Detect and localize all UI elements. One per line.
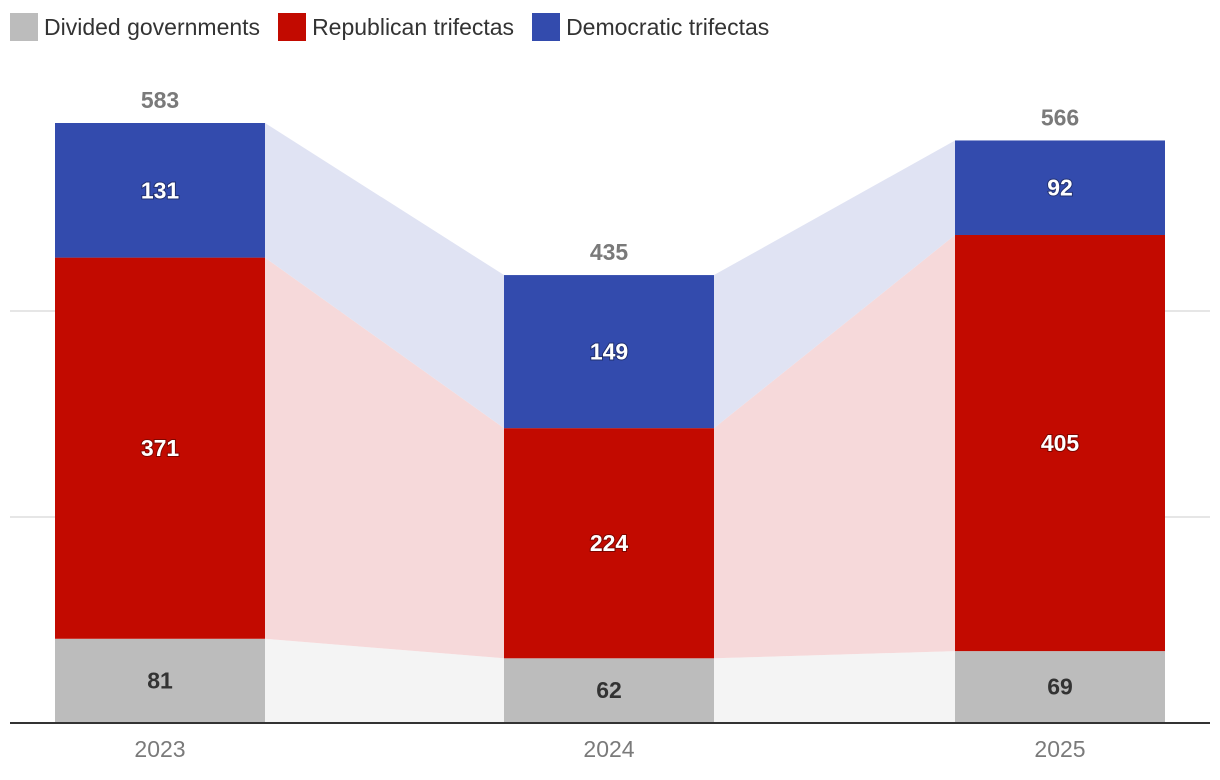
legend-swatch-republican bbox=[278, 13, 307, 41]
connector-band-republican-trifectas-1 bbox=[714, 234, 955, 659]
bar-segment-divided-governments-2025 bbox=[955, 651, 1165, 722]
data-label-divided-governments-2024: 62 bbox=[596, 677, 622, 703]
legend-swatch-divided bbox=[10, 13, 38, 41]
total-label-2025: 566 bbox=[1041, 104, 1079, 130]
bar-segment-republican-trifectas-2025 bbox=[955, 234, 1165, 652]
legend-label-divided: Divided governments bbox=[44, 13, 261, 40]
data-label-republican-trifectas-2025: 405 bbox=[1041, 430, 1080, 456]
connector-band-divided-governments-0 bbox=[265, 638, 504, 722]
data-label-divided-governments-2025: 69 bbox=[1047, 674, 1073, 700]
data-label-democratic-trifectas-2023: 131 bbox=[141, 177, 180, 203]
bar-segment-divided-governments-2024 bbox=[504, 658, 714, 722]
legend-item-democratic: Democratic trifectas bbox=[532, 13, 769, 41]
legend-item-republican: Republican trifectas bbox=[278, 13, 514, 41]
bar-segment-democratic-trifectas-2024 bbox=[504, 275, 714, 429]
bar-segment-republican-trifectas-2023 bbox=[55, 257, 265, 639]
legend: Divided governments Republican trifectas… bbox=[10, 13, 769, 41]
data-label-republican-trifectas-2024: 224 bbox=[590, 530, 629, 556]
total-label-2024: 435 bbox=[590, 239, 629, 265]
data-label-divided-governments-2023: 81 bbox=[147, 667, 173, 693]
total-label-2023: 583 bbox=[141, 87, 179, 113]
legend-label-republican: Republican trifectas bbox=[312, 13, 515, 40]
bar-segment-republican-trifectas-2024 bbox=[504, 428, 714, 659]
bar-segment-democratic-trifectas-2025 bbox=[955, 140, 1165, 235]
connector-band-democratic-trifectas-0 bbox=[265, 123, 504, 429]
x-tick-label-2023: 2023 bbox=[134, 736, 185, 762]
x-tick-label-2025: 2025 bbox=[1034, 736, 1085, 762]
connector-band-divided-governments-1 bbox=[714, 651, 955, 722]
bar-segment-divided-governments-2023 bbox=[55, 638, 265, 722]
data-label-democratic-trifectas-2024: 149 bbox=[590, 339, 628, 365]
data-label-democratic-trifectas-2025: 92 bbox=[1047, 175, 1073, 201]
data-label-republican-trifectas-2023: 371 bbox=[141, 435, 180, 461]
legend-label-democratic: Democratic trifectas bbox=[566, 13, 770, 40]
connector-band-democratic-trifectas-1 bbox=[714, 140, 955, 429]
legend-swatch-democratic bbox=[532, 13, 561, 41]
connector-band-republican-trifectas-0 bbox=[265, 257, 504, 659]
x-tick-label-2024: 2024 bbox=[583, 736, 634, 762]
legend-item-divided: Divided governments bbox=[10, 13, 260, 41]
bar-segment-democratic-trifectas-2023 bbox=[55, 123, 265, 258]
